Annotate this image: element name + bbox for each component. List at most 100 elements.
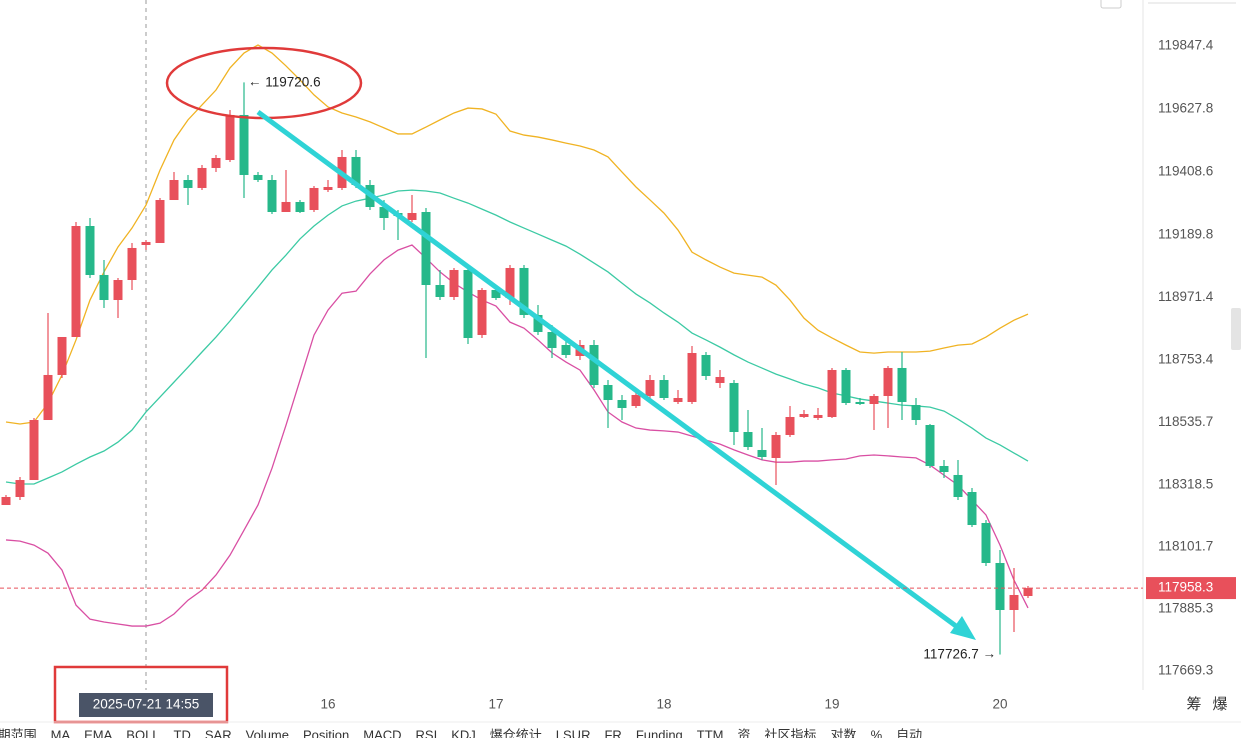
toolbar-item[interactable]: Position [303, 727, 349, 738]
candle-body [743, 432, 753, 448]
toolbar-item[interactable]: 爆仓统计 [490, 727, 542, 738]
toolbar-item[interactable]: KDJ [451, 727, 476, 738]
band-line [5, 44, 1029, 425]
candle-body [155, 200, 165, 243]
candle-body [169, 180, 179, 201]
candle-body [29, 420, 39, 481]
candle-body [883, 367, 893, 396]
candle-body [253, 174, 263, 181]
toolbar-item[interactable]: MA [51, 727, 71, 738]
toolbar-item[interactable]: TD [174, 727, 191, 738]
candle-body [533, 314, 543, 333]
candle-body [295, 201, 305, 212]
candle-body [71, 226, 81, 337]
candle-body [757, 449, 767, 457]
toolbar-item[interactable]: FR [604, 727, 621, 738]
toolbar-item[interactable]: RSI [416, 727, 438, 738]
candle-body [281, 201, 291, 212]
candle-body [547, 332, 557, 348]
toolbar-item[interactable]: 社区指标 [765, 727, 817, 738]
candle-body [645, 380, 655, 396]
candle-body [911, 405, 921, 421]
candle-body [771, 434, 781, 459]
crosshair-label-box [79, 693, 213, 717]
high-value: 119720.6 [265, 74, 320, 89]
candle-body [897, 367, 907, 402]
last-price-box [1146, 577, 1236, 600]
y-tick-label: 118753.4 [1158, 351, 1214, 366]
trend-arrow-head [950, 616, 976, 640]
toolbar-item[interactable]: 对数 [831, 727, 857, 738]
candle-body [225, 114, 235, 161]
candle-body [827, 369, 837, 417]
top-icon[interactable] [1100, 0, 1122, 9]
last-price-label: 117958.3 [1158, 580, 1213, 595]
x-tick-label: 19 [824, 697, 839, 712]
high-label: ← 119720.6 [248, 74, 321, 89]
y-tick-label: 119189.8 [1158, 226, 1213, 241]
y-tick-label: 118101.7 [1158, 538, 1213, 553]
toolbar-item[interactable]: ]期范围 [0, 727, 37, 738]
candle-body [589, 345, 599, 386]
toolbar-item[interactable]: % [871, 727, 883, 738]
toolbar-item[interactable]: MACD [363, 727, 401, 738]
candle-body [449, 269, 459, 297]
toolbar-item[interactable]: 自动 [896, 727, 922, 738]
candle-body [799, 414, 809, 417]
candle-body [967, 492, 977, 526]
x-tick-label: 18 [656, 697, 671, 712]
candle-body [1009, 594, 1019, 610]
candle-body [183, 180, 193, 188]
candle-body [463, 269, 473, 338]
candle-body [673, 397, 683, 402]
candle-body [855, 401, 865, 404]
trend-arrow [256, 109, 962, 632]
toolbar-item[interactable]: 资 [738, 727, 751, 738]
toolbar-item[interactable]: Volume [246, 727, 289, 738]
toolbar-item[interactable]: LSUR [556, 727, 591, 738]
side-tab[interactable] [1231, 308, 1241, 350]
y-tick-label: 117885.3 [1158, 601, 1213, 616]
candle-body [841, 369, 851, 403]
y-tick-label: 118318.5 [1158, 476, 1213, 491]
y-tick-label: 117669.3 [1158, 663, 1213, 678]
candle-body [603, 385, 613, 401]
toolbar-item[interactable]: Funding [636, 727, 683, 738]
toolbar-item[interactable]: EMA [84, 727, 113, 738]
candle-body [1023, 588, 1033, 596]
candle-body [631, 394, 641, 407]
band-line [5, 189, 1029, 485]
candle-body [561, 345, 571, 355]
toolbar-item[interactable]: BOLL [126, 727, 159, 738]
candle-body [995, 562, 1005, 610]
candle-body [141, 241, 151, 245]
candle-body [953, 474, 963, 497]
candle-body [127, 247, 137, 281]
y-tick-label: 119847.4 [1158, 38, 1214, 53]
crosshair-label: 2025-07-21 14:55 [93, 697, 200, 712]
candle-body [785, 416, 795, 435]
candle-body [729, 382, 739, 433]
candle-body [687, 353, 697, 402]
toolbar-item[interactable]: SAR [205, 727, 232, 738]
candle-body [211, 157, 221, 168]
candle-body [85, 226, 95, 275]
candle-body [239, 114, 249, 175]
candle-body [617, 400, 627, 408]
candle-body [869, 395, 879, 404]
candle-body [435, 284, 445, 297]
toolbar-item[interactable]: TTM [697, 727, 724, 738]
candle-body [323, 187, 333, 190]
band-line [5, 244, 1029, 627]
x-tick-label: 16 [320, 697, 335, 712]
low-label: 117726.7 → [923, 646, 996, 661]
candle-body [57, 336, 67, 375]
candle-body [197, 167, 207, 188]
candle-body [309, 187, 319, 210]
candle-body [113, 280, 123, 301]
candle-body [519, 267, 529, 315]
low-value: 117726.7 [923, 646, 978, 661]
candle-body [351, 156, 361, 185]
